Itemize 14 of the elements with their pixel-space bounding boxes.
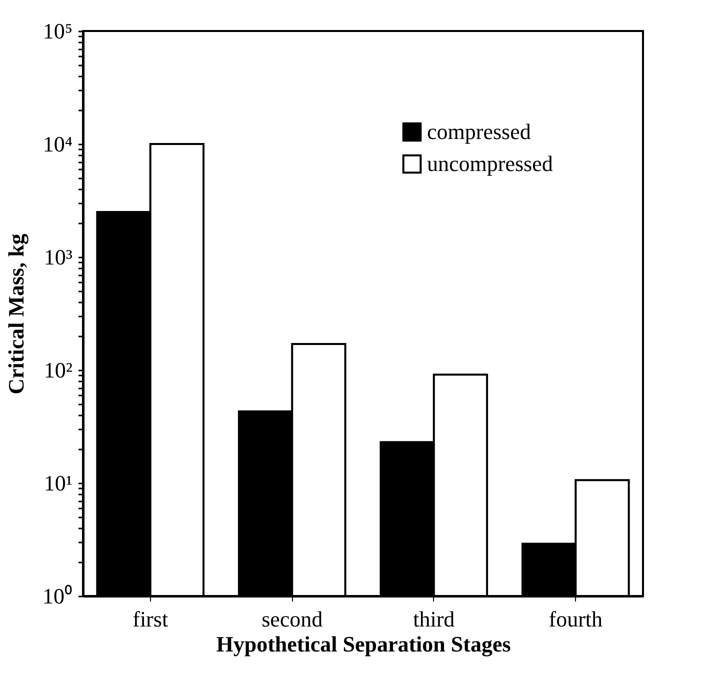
x-tick-label: third [413,606,455,632]
y-tick-label: 10³ [44,244,73,270]
y-tick-label: 10⁵ [42,18,72,44]
x-tick-label: second [262,606,323,632]
x-axis-title: Hypothetical Separation Stages [216,632,512,656]
legend-label: compressed [427,119,531,144]
y-axis-title: Critical Mass, kg [4,234,28,394]
x-tick-label: first [132,606,168,632]
y-tick-label: 10² [44,358,73,382]
y-tick-label: 10¹ [44,470,72,496]
x-tick-label: fourth [548,606,603,632]
y-tick-label: 10⁴ [42,132,73,156]
legend-label: uncompressed [427,151,553,176]
y-tick-label: 10⁰ [42,584,72,608]
